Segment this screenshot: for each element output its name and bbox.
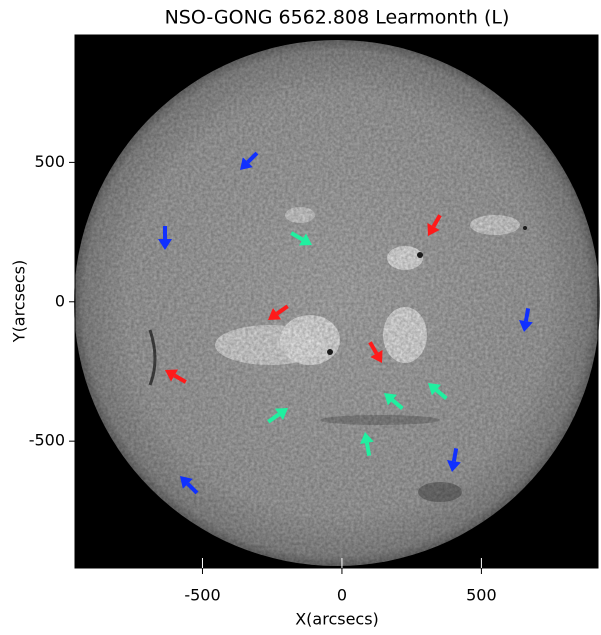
arrow-shaft: [523, 308, 531, 322]
arrow-shaft: [275, 304, 289, 316]
arrow-shaft: [173, 373, 187, 384]
y-axis-label: Y(arcsecs): [10, 260, 29, 343]
arrow-head: [519, 319, 533, 332]
arrow-head: [447, 459, 461, 472]
arrow-head: [268, 307, 282, 320]
y-tick-label: 500: [34, 152, 65, 171]
arrow-head: [274, 408, 288, 421]
arrow-head: [360, 432, 374, 445]
chart-title: NSO-GONG 6562.808 Learmonth (L): [165, 7, 510, 29]
arrow-head: [180, 476, 193, 489]
x-tick-label: -500: [184, 586, 220, 605]
annotation-arrows: [158, 151, 533, 495]
arrow-head: [370, 349, 383, 363]
arrow-shaft: [290, 231, 304, 242]
x-tick-label: 500: [466, 586, 497, 605]
arrow-shaft: [267, 412, 281, 424]
arrow-shaft: [431, 214, 442, 228]
arrow-head: [428, 383, 441, 396]
arrow-shaft: [246, 151, 259, 164]
arrow-shaft: [391, 398, 404, 410]
y-tick-label: -500: [29, 431, 65, 450]
arrow-shaft: [364, 442, 372, 456]
arrow-shaft: [451, 448, 459, 462]
x-axis-label: X(arcsecs): [295, 610, 379, 629]
arrow-shaft: [368, 341, 379, 355]
arrow-head: [298, 233, 312, 246]
arrow-head: [427, 222, 440, 236]
x-tick-label: 0: [337, 586, 347, 605]
arrow-head: [384, 393, 397, 406]
arrow-shaft: [435, 388, 448, 400]
y-tick-label: 0: [55, 291, 65, 310]
arrow-head: [240, 157, 253, 170]
arrow-head: [165, 369, 179, 382]
arrow-shaft: [186, 482, 199, 495]
arrow-head: [158, 239, 172, 250]
solar-disk: [74, 40, 600, 566]
